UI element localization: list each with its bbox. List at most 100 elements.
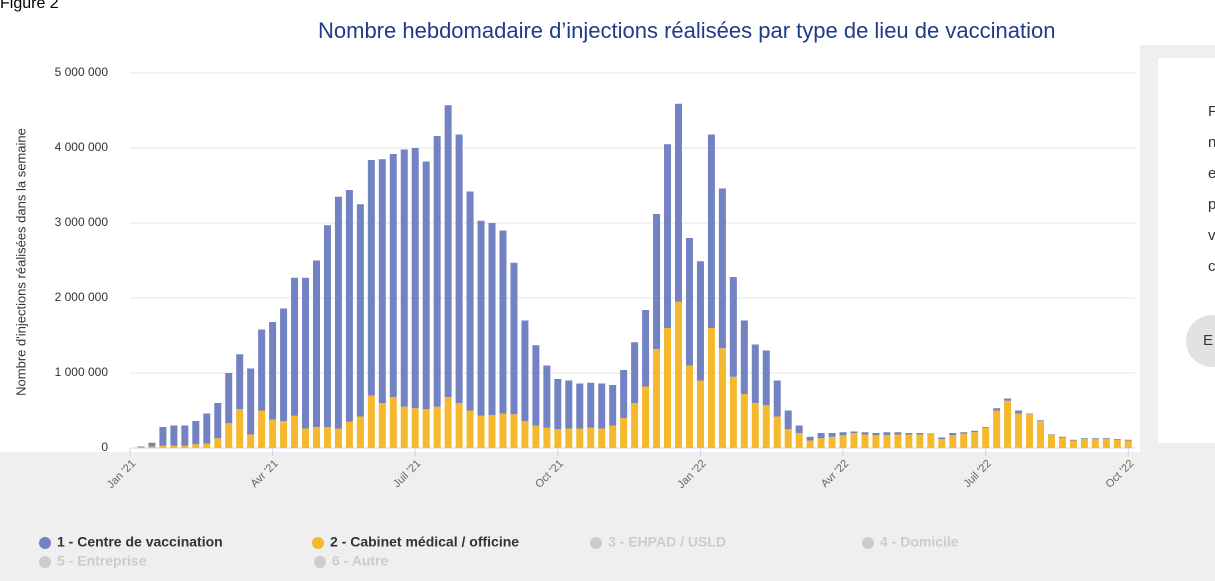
bar-segment [565,380,573,429]
bar-segment [477,220,485,416]
bar-segment [795,425,803,433]
bar-segment [1058,436,1066,438]
bar-segment [718,348,726,448]
legend-label[interactable]: 3 - EHPAD / USLD [608,534,726,550]
y-tick-label: 0 [101,440,108,454]
bar-segment [170,445,178,448]
bar-segment [609,385,617,426]
bar-segment [411,148,419,409]
bar-segment [817,433,825,439]
bar-segment [850,433,858,448]
bar-segment [971,430,979,433]
side-panel-text: F [1208,103,1215,120]
bar-segment [247,368,255,435]
bar-segment [247,434,255,448]
bar-segment [773,416,781,448]
y-tick-label: 4 000 000 [55,140,109,154]
bar-segment [993,408,1001,411]
legend-marker[interactable] [314,556,326,568]
bar-segment [488,223,496,415]
side-panel-text: p [1208,196,1215,213]
legend-marker[interactable] [862,537,874,549]
bar-segment [587,427,595,448]
y-tick-label: 3 000 000 [55,215,109,229]
bar-segment [806,440,814,448]
legend-marker[interactable] [39,556,51,568]
bar-segment [280,421,288,448]
bar-segment [839,435,847,448]
bar-segment [1113,439,1121,448]
bar-segment [444,397,452,448]
bar-segment [422,409,430,448]
bar-segment [214,438,222,448]
bar-segment [378,159,386,403]
bar-segment [532,345,540,426]
bar-segment [356,204,364,417]
bar-segment [762,350,770,406]
bar-segment [949,435,957,448]
bar-segment [455,134,463,403]
bar-segment [675,301,682,448]
bar-segment [488,415,496,448]
bar-segment [1124,440,1132,448]
bar-segment [960,432,968,434]
bar-segment [642,386,650,448]
bar-segment [291,277,299,416]
bar-segment [664,328,672,448]
bar-segment [872,433,880,436]
legend-marker[interactable] [39,537,51,549]
bar-segment [543,427,551,448]
bar-segment [422,161,430,409]
side-button-label[interactable]: E [1203,332,1213,349]
bar-segment [499,413,507,448]
bar-segment [642,310,650,387]
side-panel-text: c [1208,258,1215,275]
bar-segment [302,428,310,448]
bar-segment [433,406,441,448]
y-axis-label: Nombre d'injections réalisées dans la se… [13,128,28,396]
bar-segment [576,383,584,429]
bar-segment [751,344,759,403]
legend-label[interactable]: 6 - Autre [332,553,388,569]
legend-marker[interactable] [312,537,324,549]
bar-segment [960,433,968,448]
bar-segment [477,415,485,448]
legend-label[interactable]: 1 - Centre de vaccination [57,534,223,550]
bar-segment [203,443,211,448]
bar-segment [675,103,682,302]
bar-segment [861,434,869,448]
legend-label[interactable]: 4 - Domicile [880,534,959,550]
bar-segment [653,214,661,349]
side-button[interactable] [1186,315,1215,367]
bar-segment [312,260,320,427]
bar-segment [905,433,913,435]
bar-segment [1026,413,1034,415]
bar-segment [159,445,167,448]
bar-segment [466,410,474,448]
bar-segment [707,328,715,448]
side-panel-text: e [1208,165,1215,182]
bar-segment [192,444,200,448]
bar-segment [905,434,913,448]
bar-segment [982,427,990,428]
bar-segment [466,191,474,411]
legend-marker[interactable] [590,537,602,549]
bar-segment [762,405,770,448]
bar-segment [312,427,320,448]
bar-segment [1113,439,1121,440]
legend-label[interactable]: 2 - Cabinet médical / officine [330,534,519,550]
bar-segment [576,428,584,448]
bar-segment [1047,434,1055,436]
bar-segment [236,354,244,409]
bar-segment [444,105,452,397]
bar-segment [620,370,628,418]
bar-segment [1004,398,1012,401]
bar-segment [323,225,331,427]
bar-segment [389,397,397,448]
bar-segment [159,427,167,446]
bar-segment [367,395,375,448]
bar-segment [751,403,759,448]
bar-segment [828,433,836,437]
legend-label[interactable]: 5 - Entreprise [57,553,147,569]
bar-segment [148,446,156,448]
